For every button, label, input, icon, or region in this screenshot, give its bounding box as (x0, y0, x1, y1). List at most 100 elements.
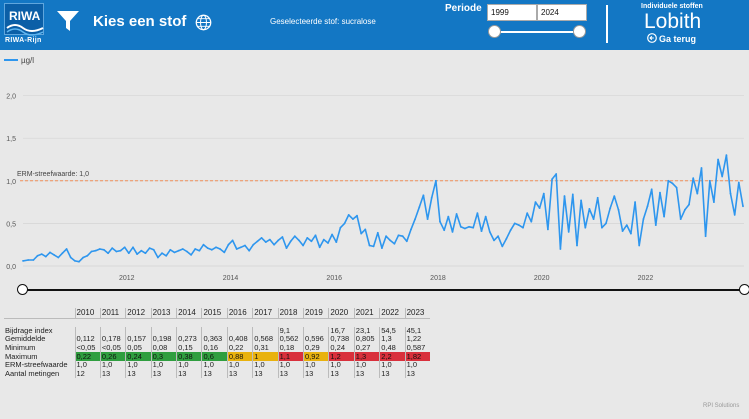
table-cell: 12 (74, 370, 101, 379)
table-cell (226, 326, 253, 336)
year-header: 2016 (226, 308, 253, 319)
page-title[interactable]: Kies een stof (93, 13, 187, 30)
data-point (405, 240, 408, 243)
data-point (198, 249, 201, 252)
data-point (281, 236, 284, 238)
series-line (22, 154, 744, 263)
row-label: Bijdrage index (5, 325, 53, 335)
data-point (588, 208, 591, 210)
table-row: Maximum 0,22 0,26 0,24 0,3 0,38 0,6 0,88 1 1,1 0,9… (4, 352, 431, 361)
data-point (638, 244, 641, 247)
table-cell: 1 (252, 352, 279, 361)
data-point (671, 182, 674, 185)
data-point (518, 224, 520, 227)
data-point (331, 233, 333, 236)
data-point (186, 250, 188, 253)
data-point (688, 203, 690, 206)
table-cell: 0,15 (176, 344, 202, 353)
data-point (488, 231, 491, 233)
period-slider-end-handle[interactable] (573, 25, 586, 38)
data-point (306, 237, 309, 239)
timeline-scroll-track[interactable] (23, 289, 744, 291)
data-point (493, 239, 495, 242)
table-cell: 13 (176, 370, 202, 379)
table-cell: 13 (328, 370, 355, 379)
data-point (152, 248, 155, 251)
data-point (530, 220, 533, 223)
year-to-input[interactable]: 2024 (537, 4, 587, 21)
table-cell: 13 (277, 370, 304, 379)
data-point (443, 229, 446, 232)
table-cell: 1,0 (328, 361, 355, 370)
table-cell: 1,1 (277, 352, 304, 361)
table-cell (99, 326, 126, 336)
data-point (256, 240, 259, 243)
table-cell: 0,6 (201, 352, 228, 361)
data-point (389, 239, 392, 242)
data-point (580, 199, 582, 202)
data-point (181, 248, 184, 250)
data-point (725, 154, 728, 157)
data-point (327, 242, 329, 244)
data-point (538, 207, 541, 210)
table-cell: 45,1 (404, 327, 431, 336)
data-point (49, 251, 51, 254)
table-row: ERM-streefwaarde 1,0 1,0 1,0 1,0 1,0 1,0 1,0 1,0… (4, 361, 431, 370)
period-slider-track[interactable] (494, 31, 580, 33)
table-cell: 0,92 (303, 352, 329, 361)
year-header: 2019 (303, 308, 329, 319)
period-slider-start-handle[interactable] (488, 25, 501, 38)
y-tick-label: 0,0 (6, 264, 16, 271)
data-point (202, 243, 205, 246)
data-point (260, 237, 263, 239)
data-point (32, 259, 35, 261)
data-point (551, 178, 553, 180)
filter-icon[interactable] (56, 9, 80, 33)
table-cell: 0,08 (150, 344, 177, 353)
table-cell: 1,0 (277, 361, 304, 370)
data-point (157, 256, 159, 259)
data-point (310, 240, 313, 243)
table-cell: 0,48 (379, 344, 406, 353)
table-row: Gemiddelde 0,112 0,178 0,157 0,198 0,273 0,363… (4, 335, 431, 344)
data-point (339, 226, 342, 229)
table-cell (252, 326, 279, 336)
timeline-start-handle[interactable] (17, 284, 28, 295)
globe-icon[interactable] (195, 14, 212, 31)
data-point (742, 205, 744, 208)
y-tick-label: 1,0 (6, 179, 16, 186)
table-cell: 1,2 (328, 352, 355, 361)
timeline-end-handle[interactable] (739, 284, 749, 295)
x-tick-label: 2020 (534, 275, 550, 282)
data-point (650, 188, 653, 191)
app-header: RIWA RIWA-Rijn Kies een stof Geselecteer… (0, 0, 749, 50)
data-point (368, 244, 371, 247)
back-button[interactable]: Ga terug (647, 33, 696, 44)
data-point (576, 244, 578, 247)
data-point (165, 254, 168, 257)
chart-grid (23, 95, 744, 267)
data-point (169, 248, 172, 251)
data-point (231, 239, 234, 242)
year-from-input[interactable]: 1999 (487, 4, 537, 21)
x-tick-label: 2018 (430, 275, 446, 282)
data-point (430, 196, 433, 199)
data-point (273, 243, 275, 246)
data-point (115, 250, 118, 253)
data-point (74, 260, 76, 262)
data-point (136, 253, 139, 256)
data-point (721, 175, 724, 178)
data-point (94, 249, 97, 252)
table-cell: 1,0 (176, 361, 202, 370)
table-cell: 0,31 (252, 344, 279, 353)
table-cell: 54,5 (379, 327, 406, 336)
year-header: 2011 (99, 308, 126, 319)
data-point (65, 248, 68, 250)
data-point (277, 239, 280, 242)
data-point (227, 243, 230, 246)
table-cell: 0,112 (74, 335, 101, 344)
table-cell: 1,3 (379, 335, 406, 344)
data-point (737, 181, 740, 184)
data-point (314, 234, 317, 237)
data-point (654, 224, 657, 227)
